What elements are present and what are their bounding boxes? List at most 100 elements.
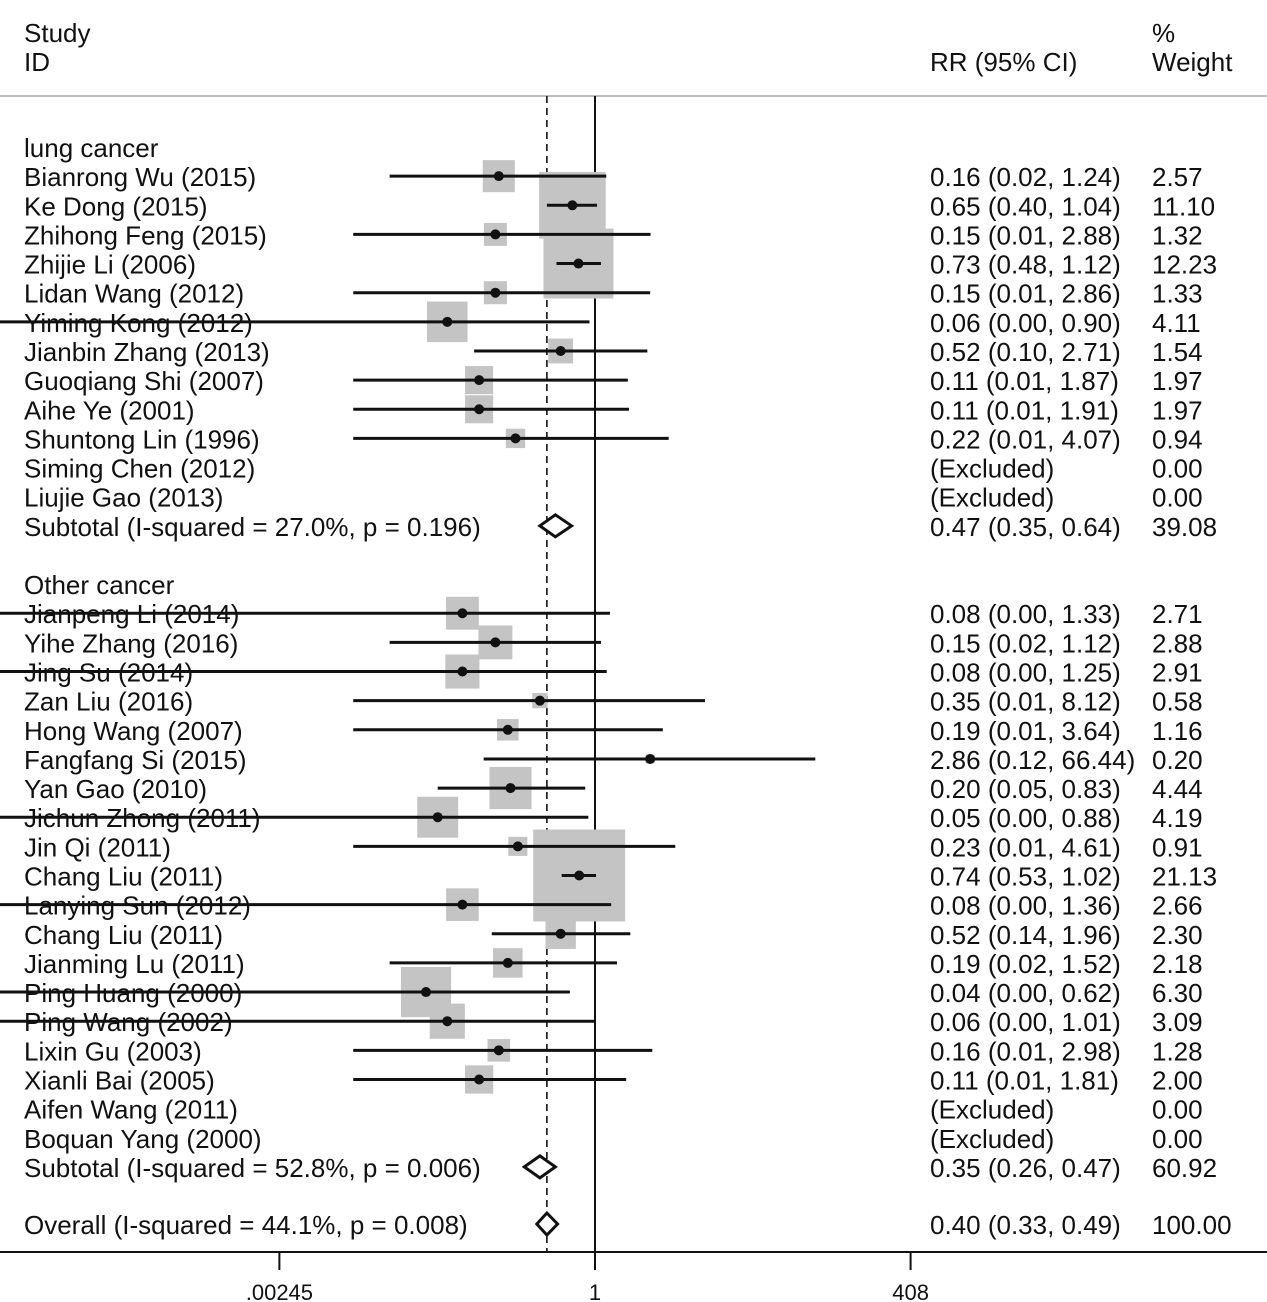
weight-value: 2.71 <box>1152 599 1203 629</box>
study-label: Boquan Yang (2000) <box>24 1124 262 1154</box>
point-estimate <box>505 783 516 794</box>
point-estimate <box>490 287 501 298</box>
rr-ci-value: 0.06 (0.00, 0.90) <box>930 308 1121 338</box>
study-label: Zhijie Li (2006) <box>24 250 196 280</box>
weight-value: 0.58 <box>1152 687 1203 717</box>
study-label: Aihe Ye (2001) <box>24 395 195 425</box>
weight-value: 1.32 <box>1152 220 1203 250</box>
rr-ci-value: 0.19 (0.02, 1.52) <box>930 949 1121 979</box>
rr-ci-value: 0.08 (0.00, 1.36) <box>930 891 1121 921</box>
weight-value: 0.00 <box>1152 1124 1203 1154</box>
point-estimate <box>474 1074 485 1085</box>
weight-value: 0.20 <box>1152 745 1203 775</box>
weight-value: 0.00 <box>1152 483 1203 513</box>
header-weight: Weight <box>1152 47 1233 77</box>
study-label: Guoqiang Shi (2007) <box>24 366 264 396</box>
point-estimate <box>510 433 521 444</box>
rr-ci-value: 0.73 (0.48, 1.12) <box>930 250 1121 280</box>
rr-ci-value: 0.35 (0.26, 0.47) <box>930 1153 1121 1183</box>
rr-ci-value: 0.15 (0.01, 2.86) <box>930 279 1121 309</box>
subtotal-label: Subtotal (I-squared = 27.0%, p = 0.196) <box>24 512 481 542</box>
study-label: Jianbin Zhang (2013) <box>24 337 270 367</box>
subtotal-diamond <box>537 512 575 539</box>
weight-value: 21.13 <box>1152 862 1217 892</box>
point-estimate <box>457 666 468 677</box>
point-estimate <box>555 928 566 939</box>
subtotal-label: Subtotal (I-squared = 52.8%, p = 0.006) <box>24 1153 481 1183</box>
study-label: Zhihong Feng (2015) <box>24 220 267 250</box>
study-label: Xianli Bai (2005) <box>24 1065 215 1095</box>
point-estimate <box>493 171 504 182</box>
point-estimate <box>490 229 501 240</box>
point-estimate <box>502 724 513 735</box>
rr-ci-value: 0.08 (0.00, 1.33) <box>930 599 1121 629</box>
rr-ci-value: 0.16 (0.02, 1.24) <box>930 162 1121 192</box>
weight-value: 2.30 <box>1152 920 1203 950</box>
rr-ci-value: 0.35 (0.01, 8.12) <box>930 687 1121 717</box>
point-estimate <box>457 899 468 910</box>
overall-diamond <box>534 1210 560 1238</box>
rr-ci-value: (Excluded) <box>930 1124 1054 1154</box>
study-label: Jianming Lu (2011) <box>24 949 245 979</box>
weight-value: 60.92 <box>1152 1153 1217 1183</box>
rr-ci-value: (Excluded) <box>930 454 1054 484</box>
weight-value: 2.57 <box>1152 162 1203 192</box>
weight-value: 6.30 <box>1152 978 1203 1008</box>
weight-value: 12.23 <box>1152 250 1217 280</box>
point-estimate <box>645 753 656 764</box>
point-estimate <box>474 375 485 386</box>
study-label: Lidan Wang (2012) <box>24 279 244 309</box>
point-estimate <box>493 1045 504 1056</box>
weight-value: 2.91 <box>1152 658 1203 688</box>
rr-ci-value: 0.19 (0.01, 3.64) <box>930 716 1121 746</box>
x-tick-label: 408 <box>892 1280 929 1302</box>
weight-value: 4.11 <box>1152 308 1201 338</box>
rr-ci-value: 0.52 (0.10, 2.71) <box>930 337 1121 367</box>
point-estimate <box>555 345 566 356</box>
rr-ci-value: 0.11 (0.01, 1.91) <box>930 395 1119 425</box>
overall-label: Overall (I-squared = 44.1%, p = 0.008) <box>24 1210 468 1240</box>
point-estimate <box>574 870 585 881</box>
header-id: ID <box>24 47 50 77</box>
weight-value: 2.18 <box>1152 949 1203 979</box>
weight-value: 4.44 <box>1152 774 1203 804</box>
weight-value: 0.94 <box>1152 424 1203 454</box>
rr-ci-value: 0.05 (0.00, 0.88) <box>930 803 1121 833</box>
rr-ci-value: (Excluded) <box>930 1095 1054 1125</box>
weight-value: 2.88 <box>1152 628 1203 658</box>
x-tick-label: 1 <box>589 1280 601 1302</box>
point-estimate <box>421 987 432 998</box>
header-study: Study <box>24 18 91 48</box>
weight-value: 100.00 <box>1152 1210 1232 1240</box>
rr-ci-value: 0.11 (0.01, 1.81) <box>930 1065 1119 1095</box>
weight-value: 39.08 <box>1152 512 1217 542</box>
point-estimate <box>432 812 443 823</box>
weight-value: 4.19 <box>1152 803 1203 833</box>
weight-value: 1.97 <box>1152 366 1203 396</box>
point-estimate <box>534 695 545 706</box>
rr-ci-value: 0.08 (0.00, 1.25) <box>930 658 1121 688</box>
group-label: Other cancer <box>24 570 175 600</box>
rr-ci-value: 0.06 (0.00, 1.01) <box>930 1007 1121 1037</box>
weight-value: 1.97 <box>1152 395 1203 425</box>
weight-value: 1.33 <box>1152 279 1203 309</box>
point-estimate <box>512 841 523 852</box>
weight-value: 3.09 <box>1152 1007 1203 1037</box>
study-label: Jin Qi (2011) <box>24 832 171 862</box>
point-estimate <box>457 608 468 619</box>
rr-ci-value: 0.74 (0.53, 1.02) <box>930 862 1121 892</box>
rr-ci-value: 0.16 (0.01, 2.98) <box>930 1036 1121 1066</box>
rr-ci-value: 0.23 (0.01, 4.61) <box>930 832 1121 862</box>
study-label: Yihe Zhang (2016) <box>24 628 238 658</box>
study-label: Hong Wang (2007) <box>24 716 243 746</box>
study-label: Yan Gao (2010) <box>24 774 207 804</box>
study-label: Ke Dong (2015) <box>24 191 208 221</box>
study-label: Zan Liu (2016) <box>24 687 193 717</box>
study-label: Fangfang Si (2015) <box>24 745 247 775</box>
point-estimate <box>442 1016 453 1027</box>
header-percent: % <box>1152 18 1175 48</box>
weight-value: 0.00 <box>1152 454 1203 484</box>
weight-value: 1.28 <box>1152 1036 1203 1066</box>
